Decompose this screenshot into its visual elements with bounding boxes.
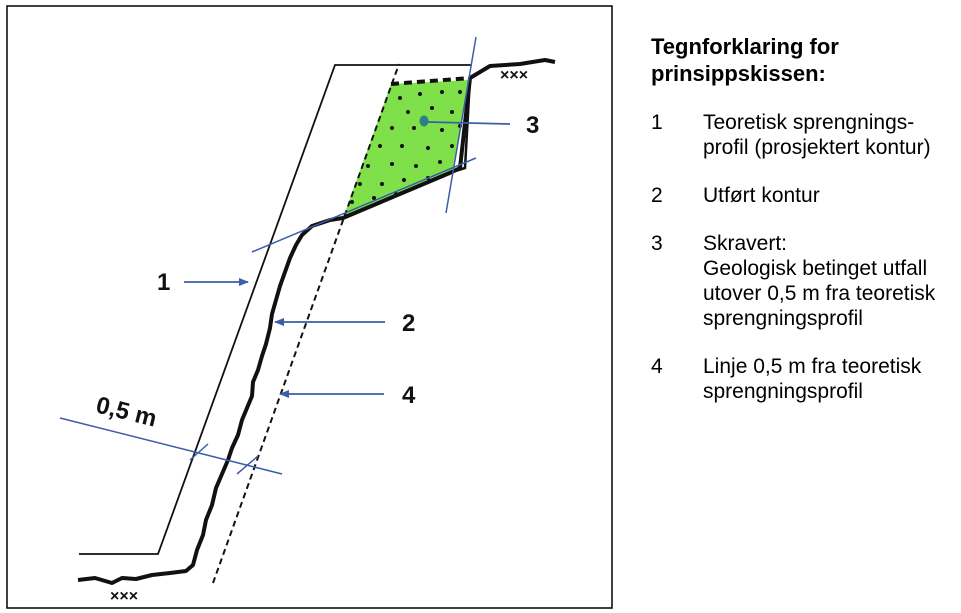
legend-item-text: Teoretisk sprengnings- profil (prosjekte… — [703, 111, 931, 159]
legend-item-3: 3 Skravert: Geologisk betinget utfall ut… — [651, 231, 956, 331]
label-4: 4 — [402, 382, 416, 409]
label-3: 3 — [526, 112, 539, 139]
arrow-3 — [427, 121, 511, 125]
overbreak-right-edge — [451, 77, 472, 174]
legend-item-1: 1 Teoretisk sprengnings- profil (prosjek… — [651, 110, 956, 160]
dimension-tick-left — [189, 443, 209, 461]
legend-item-number: 2 — [651, 184, 663, 207]
blue-ref-line-upper — [445, 36, 477, 214]
terrain-bottom-marker: ××× — [110, 588, 138, 605]
label-1: 1 — [157, 269, 170, 296]
legend-title: Tegnforklaring for prinsippskissen: — [651, 34, 839, 86]
dimension-tick-right — [236, 455, 259, 475]
terrain-top-marker: ××× — [500, 67, 528, 84]
overbreak-zone-fill — [343, 80, 470, 218]
legend: Tegnforklaring for prinsippskissen: 1 Te… — [651, 33, 956, 427]
diagram-frame — [6, 5, 613, 609]
blue-ref-line-lower — [251, 157, 477, 253]
legend-item-number: 3 — [651, 232, 663, 255]
dimension-line — [59, 417, 283, 475]
label-2: 2 — [402, 310, 415, 337]
legend-item-number: 4 — [651, 355, 663, 378]
legend-item-text: Linje 0,5 m fra teoretisk sprengningspro… — [703, 355, 922, 403]
theoretical-profile-line — [79, 64, 472, 555]
overbreak-dashed-top — [390, 76, 471, 86]
legend-item-2: 2 Utført kontur — [651, 183, 956, 208]
legend-item-text: Utført kontur — [703, 184, 820, 207]
legend-item-text: Skravert: Geologisk betinget utfall utov… — [703, 232, 936, 330]
legend-item-4: 4 Linje 0,5 m fra teoretisk sprengningsp… — [651, 354, 956, 404]
legend-item-number: 1 — [651, 111, 663, 134]
executed-contour-line — [77, 58, 556, 585]
overbreak-center-dot — [419, 115, 429, 127]
offset-line-dashed — [212, 63, 400, 584]
